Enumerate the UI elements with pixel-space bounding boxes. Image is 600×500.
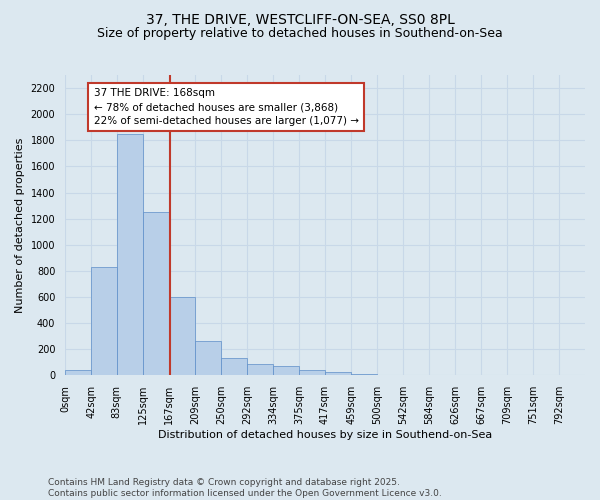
Bar <box>169 297 196 376</box>
Bar <box>117 134 143 376</box>
Text: 37 THE DRIVE: 168sqm
← 78% of detached houses are smaller (3,868)
22% of semi-de: 37 THE DRIVE: 168sqm ← 78% of detached h… <box>94 88 359 126</box>
Bar <box>351 374 377 376</box>
Bar <box>91 267 117 376</box>
Text: 37, THE DRIVE, WESTCLIFF-ON-SEA, SS0 8PL: 37, THE DRIVE, WESTCLIFF-ON-SEA, SS0 8PL <box>146 12 454 26</box>
Bar <box>65 370 91 376</box>
Bar <box>299 370 325 376</box>
Bar <box>247 364 273 376</box>
Y-axis label: Number of detached properties: Number of detached properties <box>15 138 25 313</box>
Text: Size of property relative to detached houses in Southend-on-Sea: Size of property relative to detached ho… <box>97 28 503 40</box>
Bar <box>377 374 403 376</box>
Text: Contains HM Land Registry data © Crown copyright and database right 2025.
Contai: Contains HM Land Registry data © Crown c… <box>48 478 442 498</box>
Bar <box>143 212 169 376</box>
Bar <box>221 358 247 376</box>
X-axis label: Distribution of detached houses by size in Southend-on-Sea: Distribution of detached houses by size … <box>158 430 492 440</box>
Bar <box>273 366 299 376</box>
Bar <box>325 372 351 376</box>
Bar <box>196 342 221 376</box>
